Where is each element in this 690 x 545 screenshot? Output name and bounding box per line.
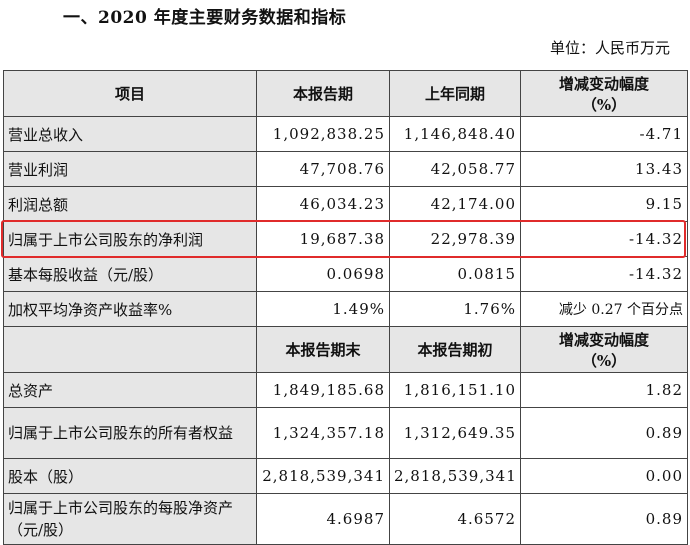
row-current: 1,849,185.68 — [256, 372, 390, 408]
row-change: 1.82 — [520, 372, 688, 408]
row-current: 1,092,838.25 — [256, 116, 390, 152]
row-label: 营业利润 — [3, 151, 257, 187]
header-change-unit: （%） — [581, 351, 627, 370]
row-current: 47,708.76 — [256, 151, 390, 187]
table-row: 营业总收入 1,092,838.25 1,146,848.40 -4.71 — [3, 116, 688, 152]
row-prior: 0.0815 — [389, 256, 521, 292]
row-prior: 42,174.00 — [389, 186, 521, 222]
row-prior: 4.6572 — [389, 493, 521, 545]
financial-data-table: 项目 本报告期 上年同期 增减变动幅度 （%） 营业总收入 1,092,838.… — [3, 70, 688, 545]
row-change: 0.00 — [520, 458, 688, 494]
row-prior: 1,146,848.40 — [389, 116, 521, 152]
row-current: 0.0698 — [256, 256, 390, 292]
row-change: 减少 0.27 个百分点 — [520, 291, 688, 327]
table-row: 归属于上市公司股东的每股净资产（元/股） 4.6987 4.6572 0.89 — [3, 493, 688, 545]
header-change: 增减变动幅度 （%） — [520, 70, 688, 117]
header-prior-period: 上年同期 — [389, 70, 521, 117]
table-row: 加权平均净资产收益率% 1.49% 1.76% 减少 0.27 个百分点 — [3, 291, 688, 327]
row-prior: 2,818,539,341 — [389, 458, 521, 494]
row-prior: 1.76% — [389, 291, 521, 327]
header-change-unit: （%） — [581, 95, 627, 114]
row-label: 归属于上市公司股东的净利润 — [3, 221, 257, 257]
row-change: 13.43 — [520, 151, 688, 187]
row-label: 加权平均净资产收益率% — [3, 291, 257, 327]
header-change-label: 增减变动幅度 — [558, 74, 649, 93]
row-current: 4.6987 — [256, 493, 390, 545]
row-current: 1.49% — [256, 291, 390, 327]
row-label: 营业总收入 — [3, 116, 257, 152]
row-current: 1,324,357.18 — [256, 407, 390, 459]
row-prior: 42,058.77 — [389, 151, 521, 187]
row-label: 利润总额 — [3, 186, 257, 222]
row-current: 19,687.38 — [256, 221, 390, 257]
row-change: -14.32 — [520, 256, 688, 292]
header-current-period: 本报告期 — [256, 70, 390, 117]
table-row: 利润总额 46,034.23 42,174.00 9.15 — [3, 186, 688, 222]
row-change: 9.15 — [520, 186, 688, 222]
row-change: -4.71 — [520, 116, 688, 152]
row-current: 2,818,539,341 — [256, 458, 390, 494]
row-change: -14.32 — [520, 221, 688, 257]
header-period-end: 本报告期末 — [256, 326, 390, 373]
row-change: 0.89 — [520, 493, 688, 545]
header-period-start: 本报告期初 — [389, 326, 521, 373]
row-prior: 1,816,151.10 — [389, 372, 521, 408]
table-header-row: 项目 本报告期 上年同期 增减变动幅度 （%） — [3, 70, 688, 117]
row-current: 46,034.23 — [256, 186, 390, 222]
table-row-highlighted: 归属于上市公司股东的净利润 19,687.38 22,978.39 -14.32 — [3, 221, 688, 257]
table-subheader-row: 本报告期末 本报告期初 增减变动幅度 （%） — [3, 326, 688, 373]
table-row: 总资产 1,849,185.68 1,816,151.10 1.82 — [3, 372, 688, 408]
header-item: 项目 — [3, 70, 257, 117]
row-label: 总资产 — [3, 372, 257, 408]
row-label: 归属于上市公司股东的所有者权益 — [3, 407, 257, 459]
row-change: 0.89 — [520, 407, 688, 459]
row-prior: 22,978.39 — [389, 221, 521, 257]
section-title: 一、2020 年度主要财务数据和指标 — [63, 8, 347, 28]
table-row: 营业利润 47,708.76 42,058.77 13.43 — [3, 151, 688, 187]
table-row: 基本每股收益（元/股） 0.0698 0.0815 -14.32 — [3, 256, 688, 292]
row-label: 基本每股收益（元/股） — [3, 256, 257, 292]
row-label: 股本（股） — [3, 458, 257, 494]
subheader-blank — [3, 326, 257, 373]
header-change: 增减变动幅度 （%） — [520, 326, 688, 373]
row-prior: 1,312,649.35 — [389, 407, 521, 459]
unit-label: 单位：人民币万元 — [549, 39, 670, 57]
header-change-label: 增减变动幅度 — [558, 330, 649, 349]
row-label: 归属于上市公司股东的每股净资产（元/股） — [3, 493, 257, 545]
table-row: 股本（股） 2,818,539,341 2,818,539,341 0.00 — [3, 458, 688, 494]
table-row: 归属于上市公司股东的所有者权益 1,324,357.18 1,312,649.3… — [3, 407, 688, 459]
